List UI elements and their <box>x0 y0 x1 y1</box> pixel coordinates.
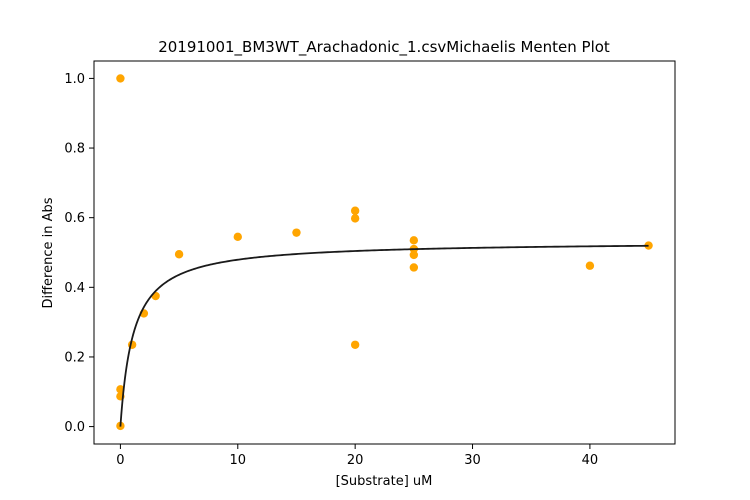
plot-area <box>116 74 653 431</box>
y-tick-label: 0.6 <box>64 211 85 226</box>
y-tick-label: 0.8 <box>64 142 85 157</box>
x-tick-label: 30 <box>464 453 481 468</box>
data-point <box>409 250 419 260</box>
data-point <box>409 236 419 245</box>
data-point <box>585 261 595 270</box>
axes: 0 10 20 30 40 0.0 0.2 0.4 0.6 0.8 1.0 <box>64 60 676 468</box>
y-tick-label: 0.2 <box>64 350 85 365</box>
fit-curve <box>119 244 649 427</box>
data-point <box>350 214 360 223</box>
data-point <box>350 206 360 215</box>
data-point <box>350 340 360 349</box>
data-point <box>644 241 653 250</box>
data-point <box>174 250 184 259</box>
y-tick-label: 0.4 <box>64 281 85 296</box>
x-tick-label: 0 <box>116 453 124 468</box>
data-point <box>409 263 419 272</box>
x-axis-label: [Substrate] uM <box>336 474 433 489</box>
y-axis-label: Difference in Abs <box>41 197 56 308</box>
y-tick-label: 0.0 <box>64 420 85 435</box>
plot-frame <box>93 60 676 445</box>
y-tick-label: 1.0 <box>64 72 85 87</box>
data-point <box>116 385 125 394</box>
x-tick-label: 40 <box>582 453 599 468</box>
data-point <box>233 232 242 242</box>
chart-title: 20191001_BM3WT_Arachadonic_1.csvMichaeli… <box>158 38 610 57</box>
x-tick-label: 10 <box>230 453 247 468</box>
data-point <box>116 74 125 83</box>
data-point <box>292 228 301 237</box>
x-tick-label: 20 <box>347 453 364 468</box>
